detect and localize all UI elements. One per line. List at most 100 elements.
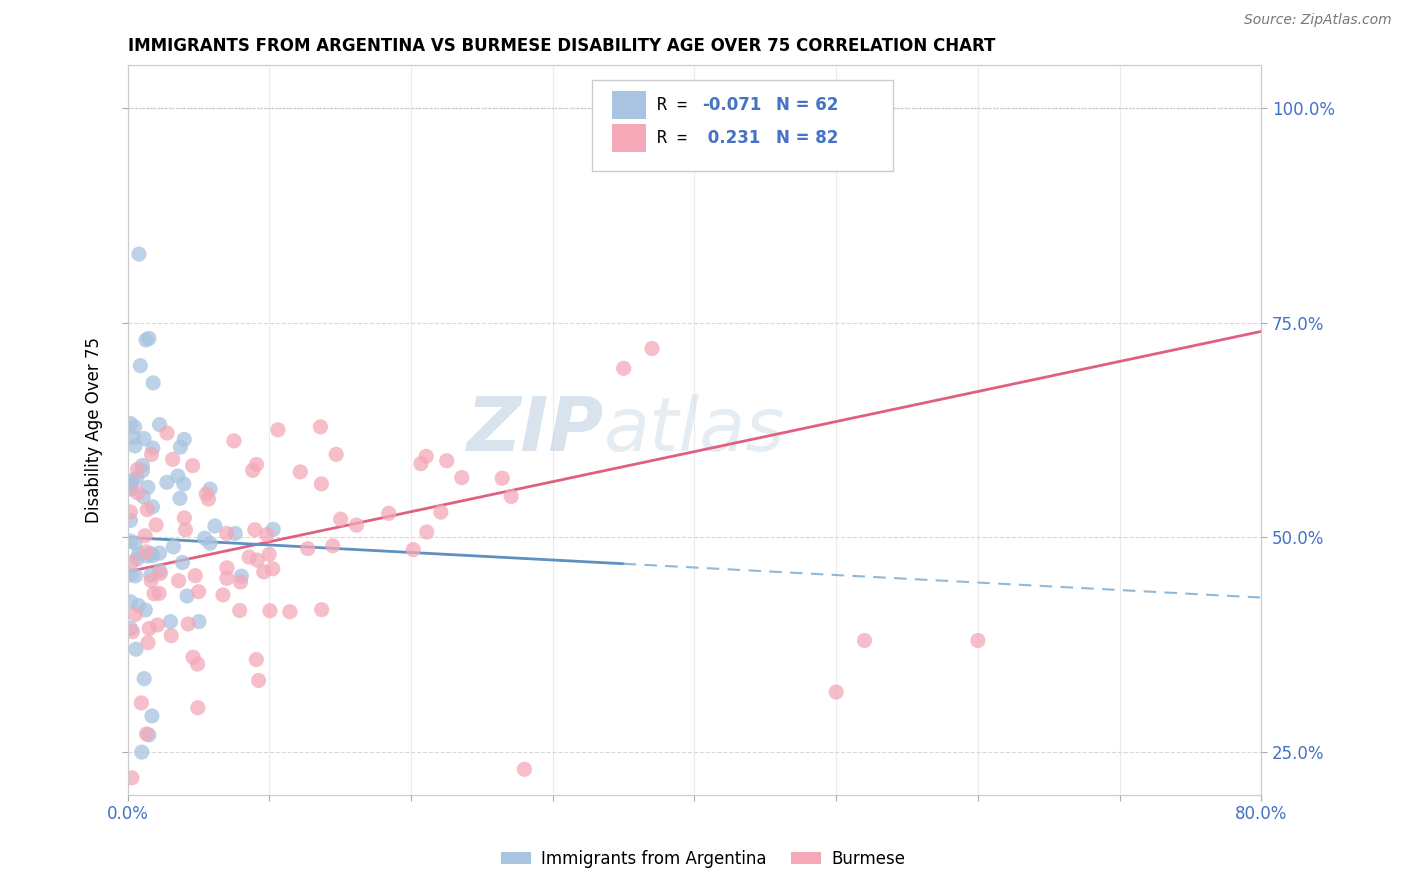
Point xyxy=(377,506,399,520)
Y-axis label: Disability Age Over 75: Disability Age Over 75 xyxy=(86,337,103,523)
Point xyxy=(120,568,142,582)
Point xyxy=(253,565,276,579)
Text: N = 82: N = 82 xyxy=(776,129,838,147)
Point xyxy=(967,633,990,648)
Point xyxy=(132,490,155,504)
Point xyxy=(197,491,219,506)
Point xyxy=(134,603,156,617)
Point xyxy=(267,423,290,437)
Point xyxy=(136,480,159,494)
Point xyxy=(278,605,301,619)
Point xyxy=(402,542,425,557)
Point xyxy=(409,457,432,471)
Point xyxy=(120,482,142,496)
Point xyxy=(156,475,179,490)
Point xyxy=(167,469,190,483)
Point xyxy=(256,527,278,541)
Point xyxy=(149,564,172,578)
Point xyxy=(311,603,333,617)
Point xyxy=(245,652,267,666)
Point xyxy=(124,568,146,582)
Point xyxy=(120,475,142,490)
Point xyxy=(134,529,156,543)
Point xyxy=(128,247,150,261)
Point xyxy=(121,473,143,487)
Point xyxy=(262,522,284,536)
Point xyxy=(120,417,142,431)
Text: -0.071: -0.071 xyxy=(703,96,762,114)
Point xyxy=(184,568,207,582)
Point xyxy=(176,589,198,603)
FancyBboxPatch shape xyxy=(592,79,893,171)
Point xyxy=(322,539,344,553)
Point xyxy=(204,519,226,533)
Point xyxy=(159,615,181,629)
Point xyxy=(195,487,218,501)
Point xyxy=(415,450,437,464)
Point xyxy=(120,505,142,519)
Point xyxy=(215,571,238,585)
Point xyxy=(346,518,368,533)
FancyBboxPatch shape xyxy=(612,92,645,120)
Point xyxy=(129,359,152,373)
Point xyxy=(238,550,260,565)
Point xyxy=(215,526,238,541)
Point xyxy=(131,696,153,710)
Point xyxy=(416,524,439,539)
Point xyxy=(139,568,162,582)
Point xyxy=(222,434,245,448)
Point xyxy=(135,727,157,741)
Point xyxy=(132,432,155,446)
Point xyxy=(124,439,146,453)
Point xyxy=(149,417,172,432)
Point xyxy=(127,599,149,613)
Point xyxy=(198,536,221,550)
Point xyxy=(142,376,165,390)
Point xyxy=(243,523,266,537)
Point xyxy=(172,556,194,570)
Point xyxy=(436,454,458,468)
Point xyxy=(187,657,209,671)
Legend: Immigrants from Argentina, Burmese: Immigrants from Argentina, Burmese xyxy=(494,844,912,875)
Point xyxy=(121,624,143,639)
Point xyxy=(181,458,204,473)
Point xyxy=(136,635,159,649)
Text: N = 62: N = 62 xyxy=(776,96,838,114)
Point xyxy=(450,470,472,484)
Point xyxy=(290,465,312,479)
FancyBboxPatch shape xyxy=(612,124,645,152)
Point xyxy=(128,547,150,561)
Point xyxy=(142,549,165,563)
Point xyxy=(162,452,184,467)
Point xyxy=(120,513,142,527)
Point xyxy=(641,342,664,356)
Point xyxy=(187,584,209,599)
Point xyxy=(173,511,195,525)
Point xyxy=(121,555,143,569)
Point xyxy=(491,471,513,485)
Point xyxy=(162,540,184,554)
Point xyxy=(173,476,195,491)
Point xyxy=(246,553,269,567)
Point xyxy=(148,546,170,560)
Point xyxy=(138,622,160,636)
Point xyxy=(853,633,876,648)
Point xyxy=(127,486,149,500)
Point xyxy=(329,512,352,526)
Point xyxy=(173,433,195,447)
Point xyxy=(430,505,453,519)
Text: R =: R = xyxy=(657,96,697,114)
Point xyxy=(139,574,162,588)
Point xyxy=(229,575,252,590)
Point xyxy=(136,549,159,563)
Point xyxy=(141,447,163,461)
Point xyxy=(127,462,149,476)
Point xyxy=(187,700,209,714)
Point xyxy=(825,685,848,699)
Point xyxy=(245,458,267,472)
Point xyxy=(194,531,217,545)
Text: ZIP: ZIP xyxy=(467,393,603,467)
Point xyxy=(121,771,143,785)
Point xyxy=(142,441,165,455)
Point xyxy=(259,604,281,618)
